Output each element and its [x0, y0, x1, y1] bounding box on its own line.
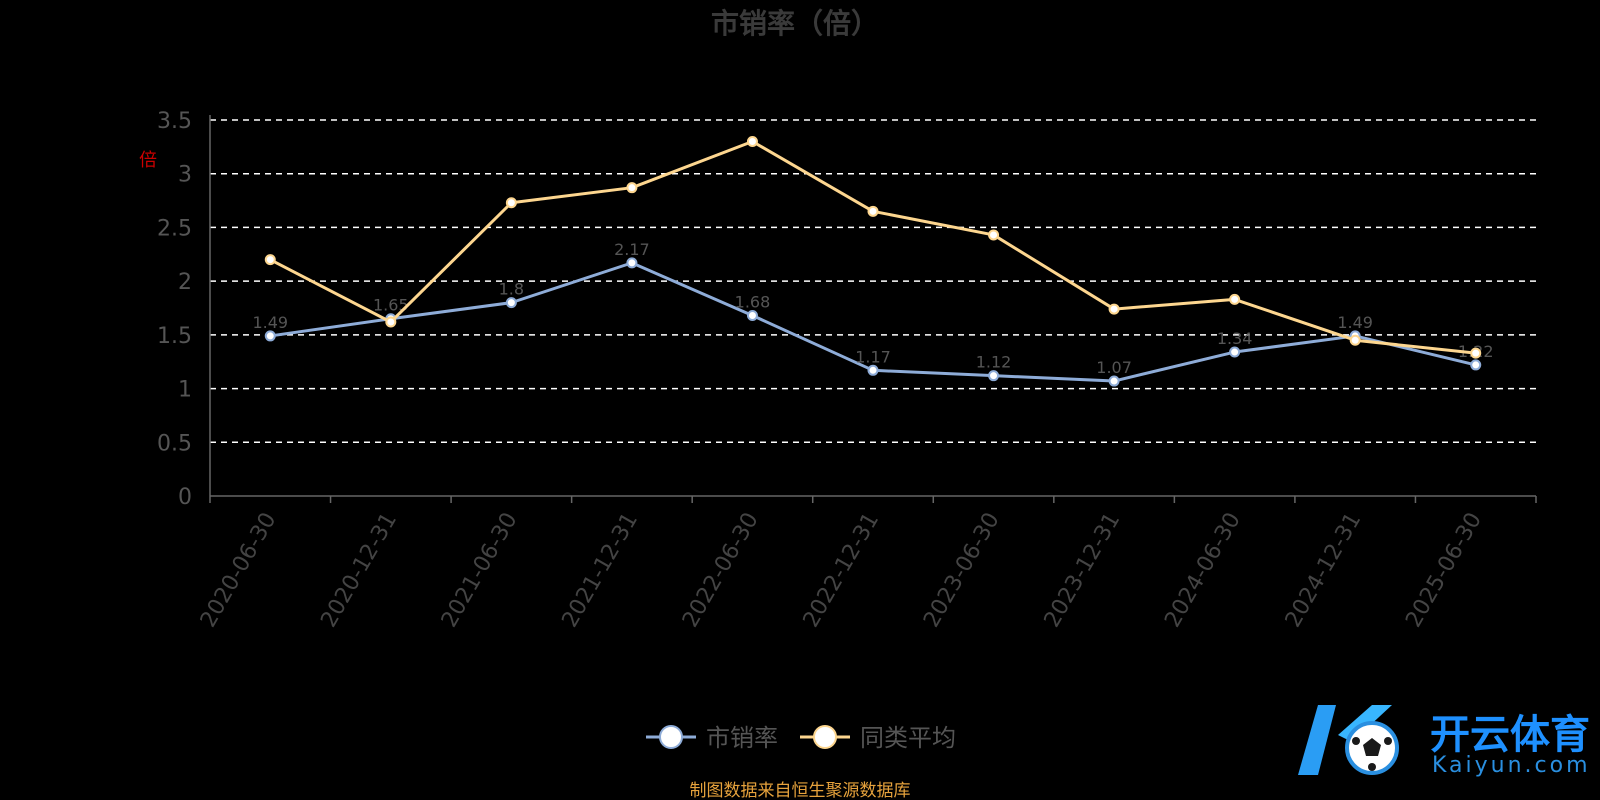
k-soccer-ball-logo	[1298, 705, 1399, 775]
y-tick-label: 3	[178, 163, 192, 188]
x-tick-label: 2023-06-30	[919, 508, 1005, 631]
x-tick-label: 2024-06-30	[1160, 509, 1246, 632]
data-label: 1.07	[1096, 358, 1132, 377]
data-point[interactable]	[988, 229, 1000, 241]
x-tick-label: 2024-12-31	[1281, 509, 1367, 632]
legend: 市销率 同类平均	[646, 724, 956, 752]
y-tick-label: 0	[178, 485, 192, 510]
data-label: 2.17	[614, 240, 650, 259]
series-1: 1.491.651.82.171.681.171.121.071.341.491…	[252, 240, 1494, 387]
x-tick-label: 2023-12-31	[1040, 509, 1126, 632]
legend-marker	[659, 725, 683, 749]
data-point[interactable]	[1108, 303, 1120, 315]
data-point[interactable]	[1229, 346, 1241, 358]
data-point[interactable]	[1470, 359, 1482, 371]
watermark-en: Kaiyun.com	[1432, 753, 1591, 778]
data-point[interactable]	[264, 254, 276, 266]
x-tick-label: 2021-06-30	[437, 509, 523, 632]
data-label: 1.68	[735, 293, 771, 312]
x-tick-label: 2025-06-30	[1401, 509, 1487, 632]
watermark-cn: 开云体育	[1430, 712, 1590, 758]
data-label: 1.17	[855, 347, 891, 366]
legend-marker	[813, 725, 837, 749]
data-label: 1.49	[252, 313, 288, 332]
x-tick-label: 2020-12-31	[316, 509, 402, 632]
y-tick-label: 3.5	[157, 109, 192, 134]
data-label: 1.49	[1337, 313, 1373, 332]
data-point[interactable]	[505, 197, 517, 209]
legend-item[interactable]: 同类平均	[800, 724, 956, 752]
data-source-note: 制图数据来自恒生聚源数据库	[690, 781, 911, 800]
x-tick-label: 2022-06-30	[678, 509, 764, 632]
y-axis-unit: 倍	[139, 150, 157, 171]
chart-title: 市销率（倍）	[711, 7, 879, 40]
x-tick-label: 2021-12-31	[558, 509, 644, 632]
legend-item[interactable]: 市销率	[646, 724, 778, 752]
data-point[interactable]	[988, 370, 1000, 382]
data-point[interactable]	[505, 297, 517, 309]
legend-label: 同类平均	[860, 724, 956, 752]
y-tick-label: 2.5	[157, 216, 192, 241]
y-tick-label: 1	[178, 378, 192, 403]
x-tick-label: 2022-12-31	[799, 509, 885, 632]
x-tick-label: 2020-06-30	[196, 509, 282, 632]
data-label: 1.8	[499, 280, 524, 299]
data-point[interactable]	[867, 205, 879, 217]
series-group: 1.491.651.82.171.681.171.121.071.341.491…	[252, 135, 1494, 387]
data-point[interactable]	[385, 316, 397, 328]
data-point[interactable]	[1349, 334, 1361, 346]
watermark: 开云体育 Kaiyun.com	[1298, 705, 1591, 778]
data-point[interactable]	[867, 364, 879, 376]
data-point[interactable]	[746, 310, 758, 322]
data-label: 1.12	[976, 353, 1012, 372]
series-2	[264, 135, 1482, 359]
data-point[interactable]	[264, 330, 276, 342]
x-axis: 2020-06-30 2020-12-31 2021-06-30 2021-12-31…	[196, 115, 1537, 632]
data-label: 1.34	[1217, 329, 1253, 348]
data-point[interactable]	[626, 182, 638, 194]
data-point[interactable]	[746, 135, 758, 147]
grid-lines	[210, 119, 1536, 444]
data-label: 1.65	[373, 296, 409, 315]
legend-label: 市销率	[706, 724, 778, 752]
data-point[interactable]	[1470, 347, 1482, 359]
y-axis-ticks: 0 0.5 1 1.5 2 2.5 3 3.5	[157, 109, 192, 510]
data-point[interactable]	[626, 257, 638, 269]
data-point[interactable]	[1229, 293, 1241, 305]
data-point[interactable]	[1108, 375, 1120, 387]
y-tick-label: 0.5	[157, 431, 192, 456]
y-tick-label: 1.5	[157, 324, 192, 349]
y-tick-label: 2	[178, 270, 192, 295]
